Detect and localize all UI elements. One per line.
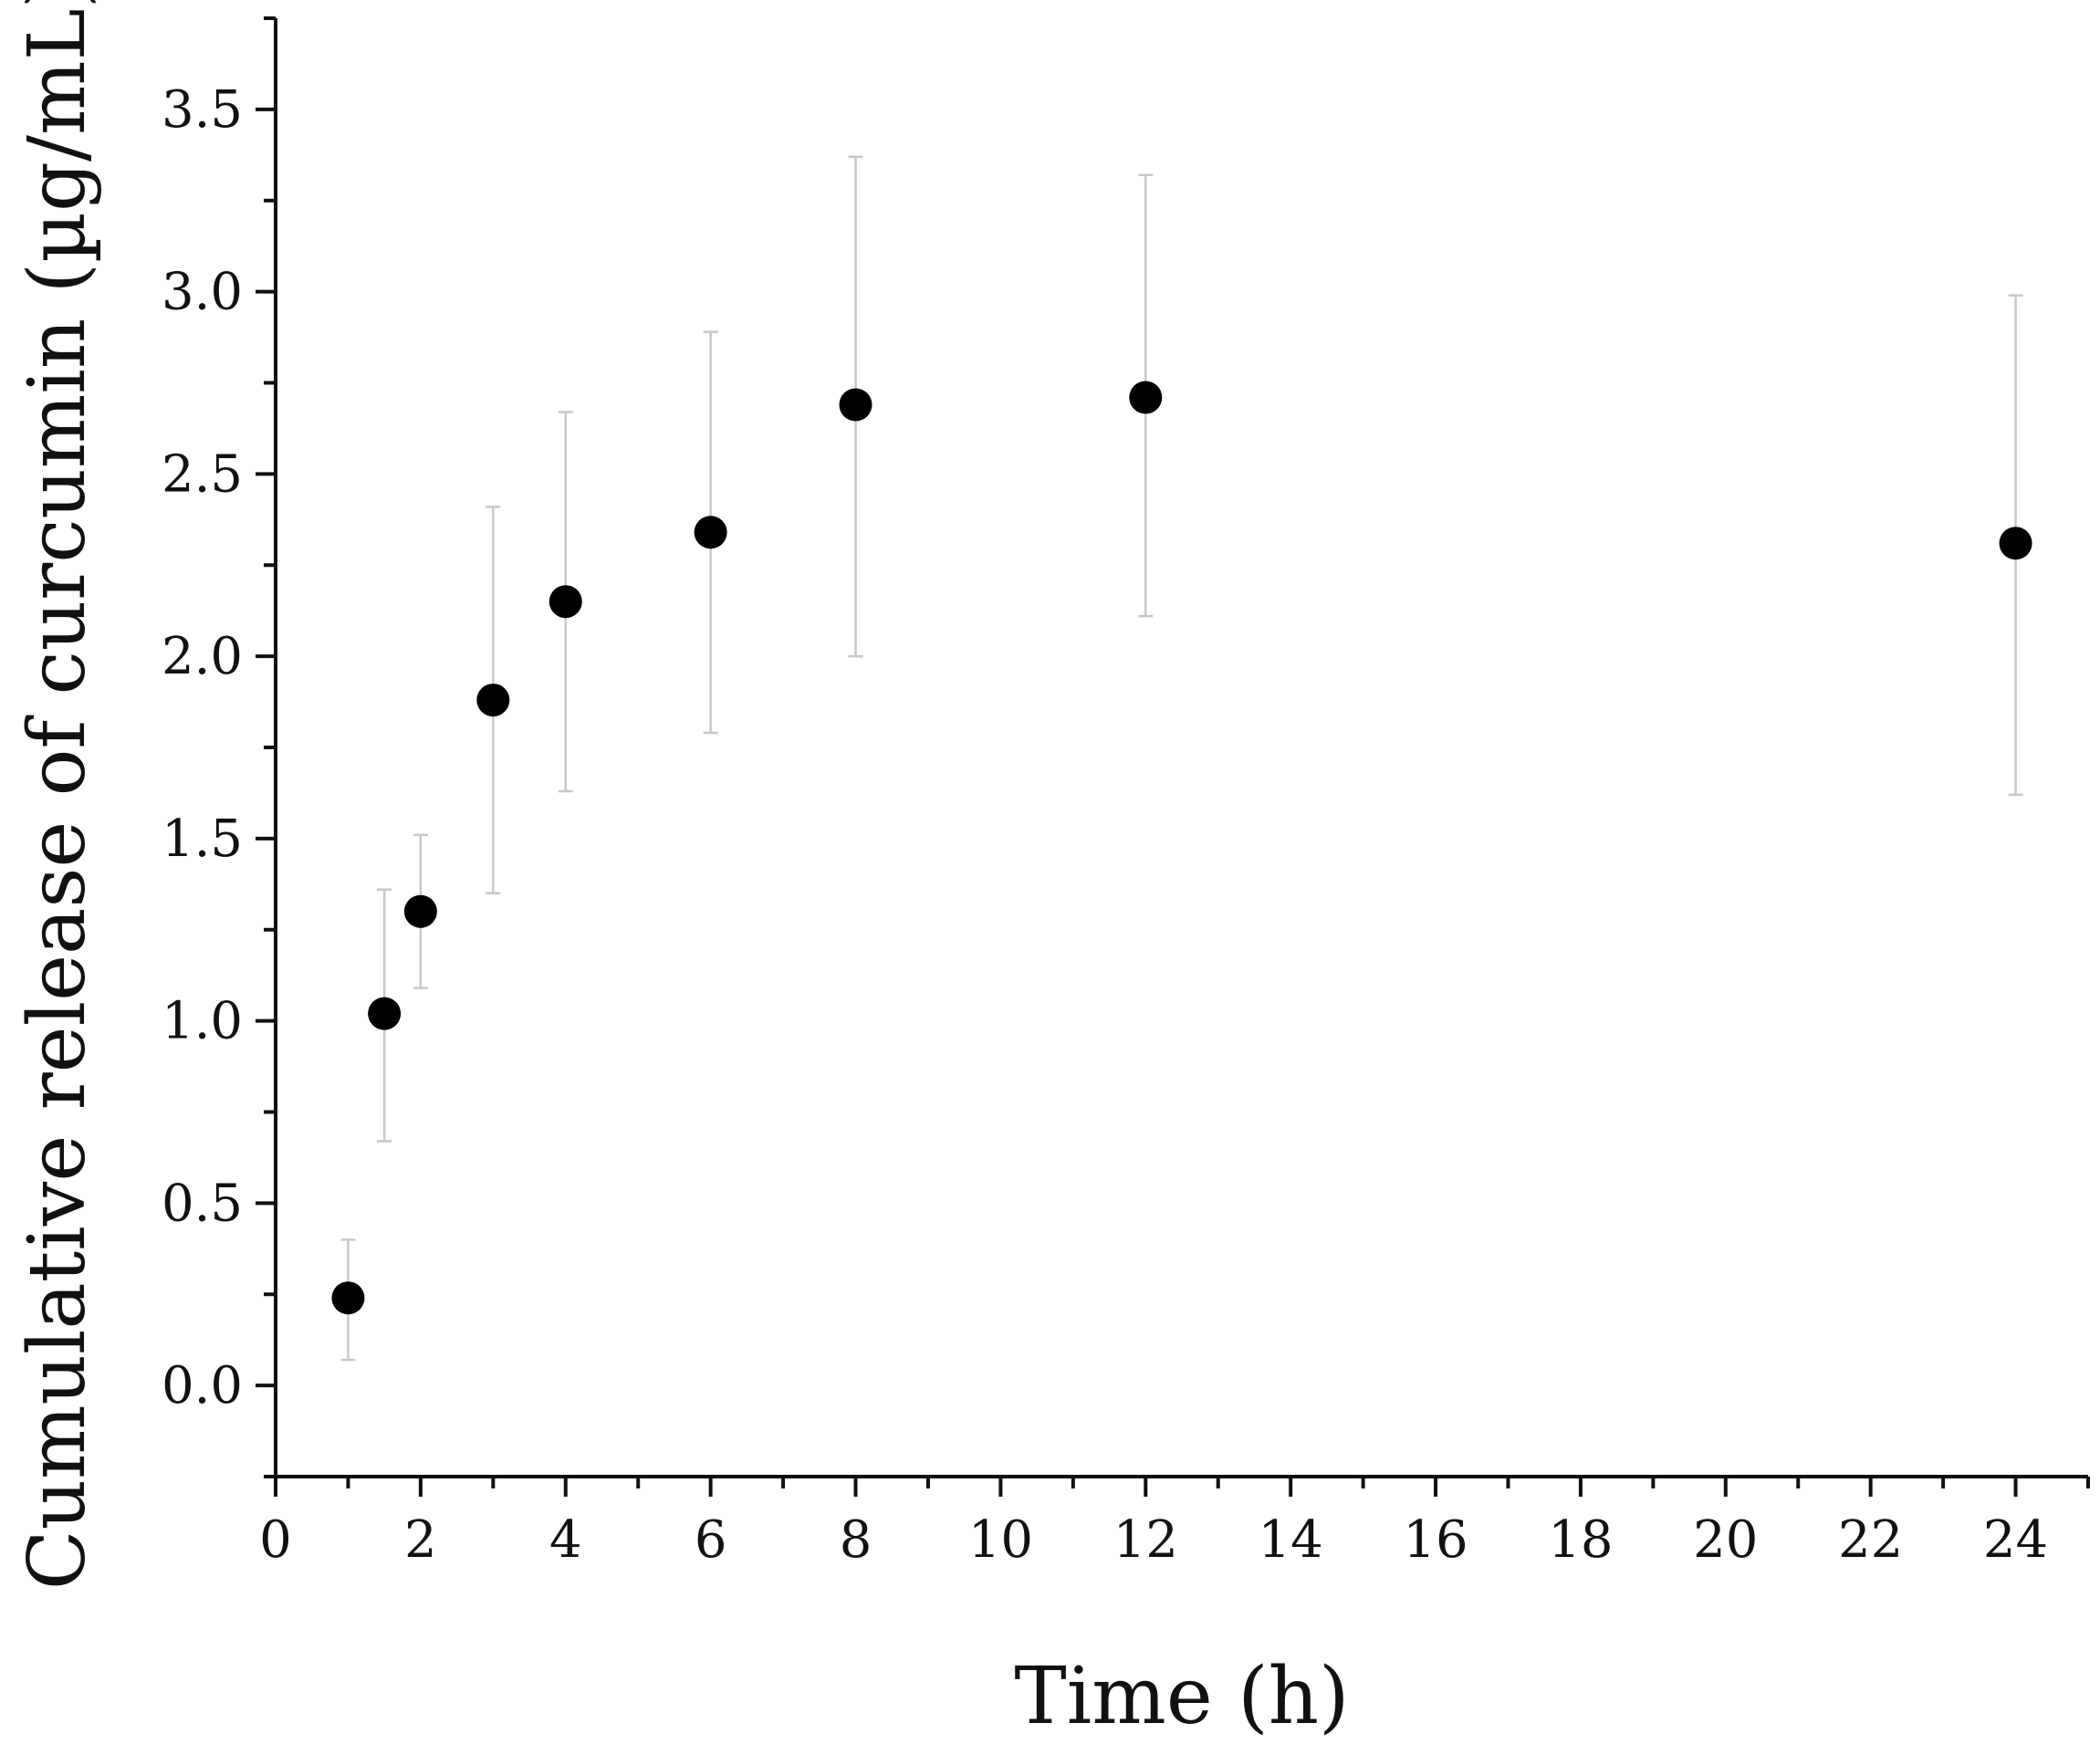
data-point xyxy=(1129,381,1163,414)
data-point-group xyxy=(694,330,727,735)
data-point-group xyxy=(1129,173,1163,618)
y-axis-ticks: 0.0 0.5 1.0 1.5 2.0 2.5 3.0 3.5 xyxy=(162,16,276,1478)
data-point xyxy=(331,1281,365,1315)
x-axis-ticks: 0 2 4 6 8 10 12 14 16 18 20 22 24 xyxy=(259,1477,2090,1570)
x-tick-label: 14 xyxy=(1259,1510,1323,1570)
data-point xyxy=(403,894,437,928)
data-point-group xyxy=(476,506,510,895)
data-point-group xyxy=(331,1238,365,1362)
x-tick-label: 4 xyxy=(549,1510,582,1570)
data-point-group xyxy=(1999,294,2032,797)
x-tick-label: 16 xyxy=(1403,1510,1468,1570)
data-point xyxy=(476,684,510,717)
x-tick-label: 2 xyxy=(404,1510,437,1570)
data-point-group xyxy=(368,888,402,1143)
y-tick-label: 3.0 xyxy=(162,263,243,322)
y-tick-label: 1.0 xyxy=(162,992,243,1051)
y-tick-label: 2.5 xyxy=(162,444,243,504)
data-point xyxy=(694,516,727,549)
y-axis-title: Cumulative release of curcumin (µg/mL) xyxy=(12,0,103,1590)
x-tick-label: 8 xyxy=(840,1510,872,1570)
x-tick-label: 20 xyxy=(1693,1510,1758,1570)
data-point-group xyxy=(403,833,437,989)
data-point xyxy=(549,585,582,619)
data-point-group xyxy=(839,155,872,658)
data-point xyxy=(1999,527,2032,560)
y-tick-label: 2.0 xyxy=(162,627,243,686)
x-tick-label: 6 xyxy=(695,1510,727,1570)
y-tick-label: 0.0 xyxy=(162,1356,243,1415)
axes xyxy=(274,18,2088,1478)
y-tick-label: 0.5 xyxy=(162,1174,243,1233)
y-tick-label: 3.5 xyxy=(162,80,243,140)
data-point xyxy=(839,388,872,422)
y-tick-label: 1.5 xyxy=(162,809,243,869)
x-tick-label: 22 xyxy=(1838,1510,1903,1570)
x-tick-label: 0 xyxy=(259,1510,292,1570)
data-point xyxy=(368,997,402,1030)
data-point-group xyxy=(549,411,582,793)
x-tick-label: 18 xyxy=(1548,1510,1613,1570)
x-axis-title: Time (h) xyxy=(1014,1651,1349,1742)
x-tick-label: 10 xyxy=(968,1510,1033,1570)
x-tick-label: 12 xyxy=(1113,1510,1178,1570)
plot-area xyxy=(331,155,2032,1362)
x-tick-label: 24 xyxy=(1983,1510,2048,1570)
